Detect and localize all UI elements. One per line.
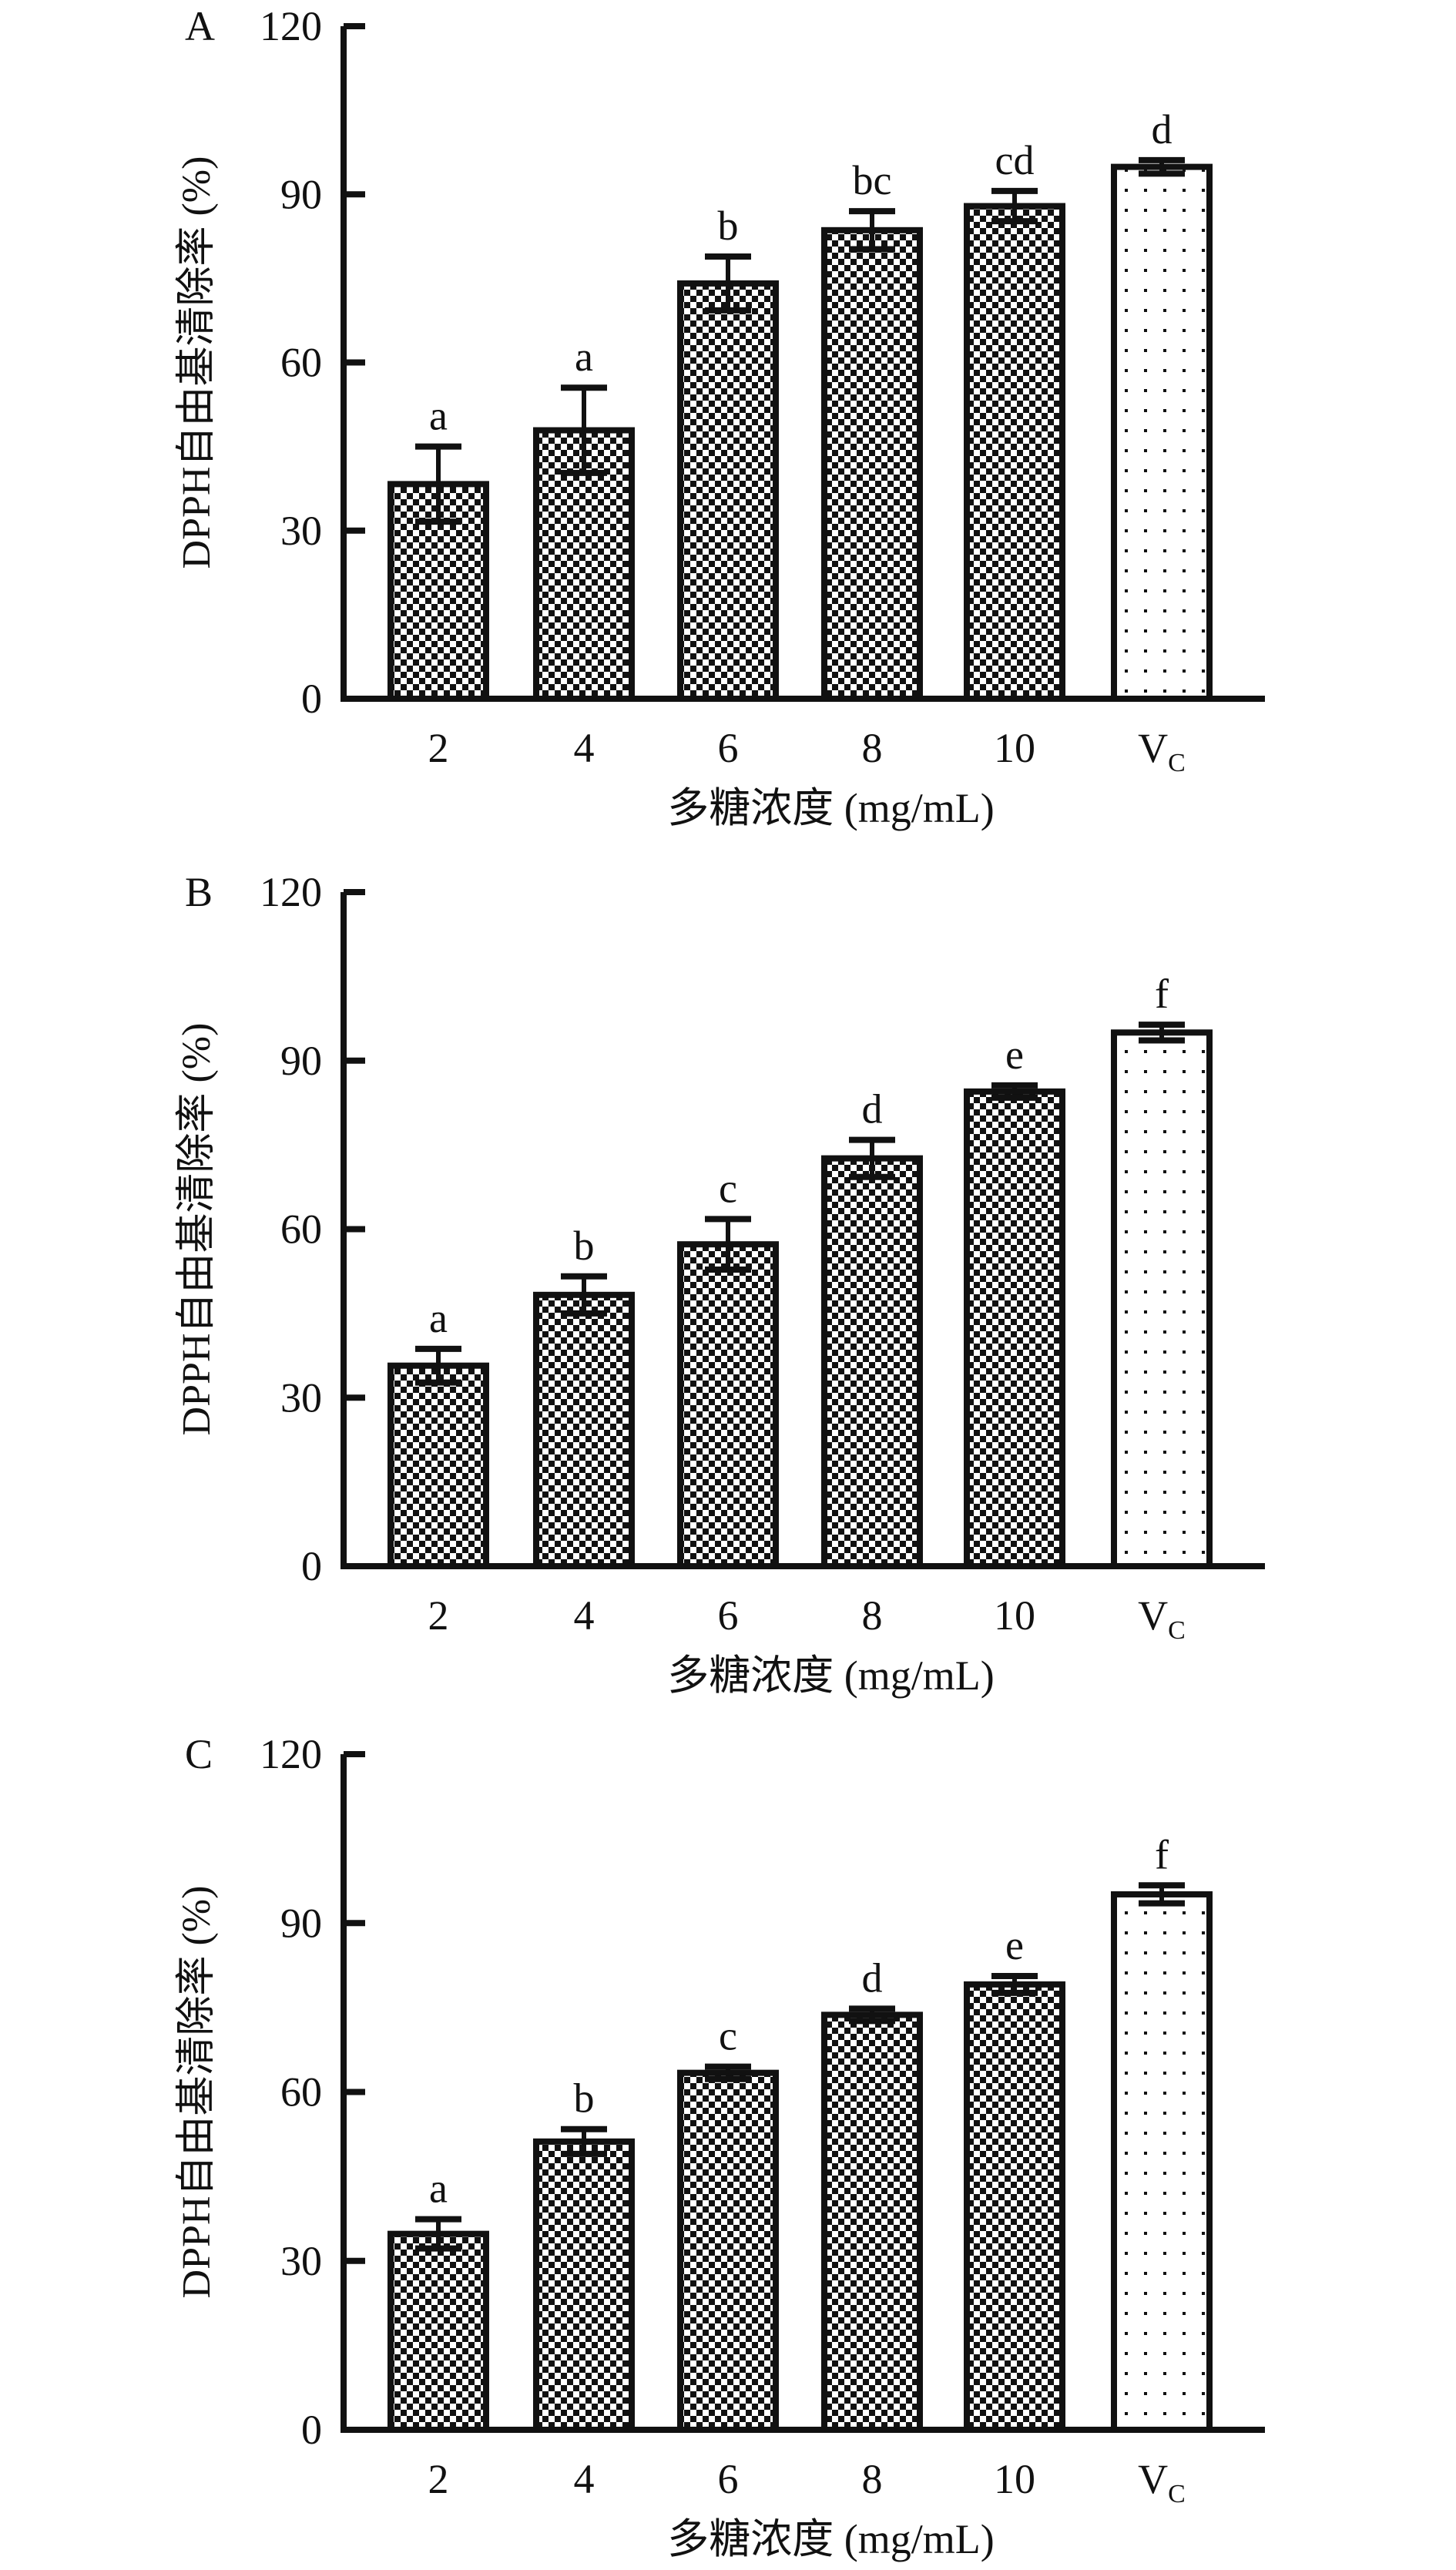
x-tick-label: 10	[994, 725, 1035, 771]
x-tick-label: 2	[428, 725, 449, 771]
x-tick-label: 10	[994, 1592, 1035, 1639]
y-tick-label: 90	[280, 1038, 322, 1084]
panel-label: C	[185, 1731, 213, 1777]
y-tick-label: 60	[280, 1206, 322, 1253]
significance-label: c	[719, 1165, 737, 1211]
panel-label: B	[185, 869, 213, 915]
bar-vc	[1111, 1891, 1213, 2434]
y-axis-label: DPPH自由基清除率 (%)	[175, 1886, 219, 2299]
y-axis-label: DPPH自由基清除率 (%)	[175, 1023, 219, 1436]
x-axis-label: 多糖浓度 (mg/mL)	[667, 785, 994, 831]
x-tick-label: 2	[428, 2456, 449, 2502]
y-tick-label: 0	[301, 1543, 322, 1589]
bar-vc	[1111, 1029, 1213, 1569]
bar-2	[387, 2230, 489, 2433]
significance-label: e	[1005, 1922, 1024, 1968]
bar-6	[677, 2069, 779, 2433]
panel-label: A	[185, 3, 215, 49]
significance-label: a	[429, 1295, 448, 1341]
significance-label: d	[862, 1086, 883, 1132]
y-tick-label: 120	[260, 1731, 322, 1777]
x-tick-label: VC	[1138, 2456, 1186, 2508]
bar-8	[821, 226, 923, 702]
y-tick-label: 30	[280, 2238, 322, 2284]
bar-8	[821, 2011, 923, 2433]
significance-label: b	[718, 203, 739, 249]
y-tick-label: 120	[260, 3, 322, 49]
bar-8	[821, 1155, 923, 1569]
bar-vc	[1111, 163, 1213, 703]
significance-label: bc	[853, 157, 892, 203]
significance-label: e	[1005, 1032, 1024, 1078]
x-tick-label: 2	[428, 1592, 449, 1639]
bar-6	[677, 280, 779, 702]
significance-label: a	[429, 2166, 448, 2212]
x-axis-label: 多糖浓度 (mg/mL)	[667, 1652, 994, 1699]
x-tick-label: 8	[862, 725, 883, 771]
x-tick-label: 10	[994, 2456, 1035, 2502]
bar-4	[533, 1291, 635, 1569]
significance-label: b	[574, 2075, 595, 2122]
y-tick-label: 90	[280, 171, 322, 217]
x-tick-label: VC	[1138, 725, 1186, 777]
significance-label: f	[1155, 971, 1169, 1017]
y-tick-label: 60	[280, 340, 322, 386]
bar-10	[964, 203, 1065, 702]
significance-label: b	[574, 1223, 595, 1269]
x-axis-label: 多糖浓度 (mg/mL)	[667, 2516, 994, 2562]
bar-2	[387, 1362, 489, 1569]
x-tick-label: 6	[718, 2456, 739, 2502]
x-tick-label: 6	[718, 725, 739, 771]
bar-10	[964, 1088, 1065, 1569]
bar-6	[677, 1241, 779, 1569]
x-tick-label: 4	[574, 725, 595, 771]
x-tick-label: 8	[862, 2456, 883, 2502]
y-tick-label: 90	[280, 1900, 322, 1946]
significance-label: a	[429, 393, 448, 439]
x-tick-label: VC	[1138, 1592, 1186, 1645]
significance-label: d	[1152, 106, 1173, 153]
y-tick-label: 30	[280, 1374, 322, 1421]
panel-b: B DPPH自由基清除率 (%) a 2 b 4 c 6 d 8 e 10 f VC 0 30 60 90 120 多…	[175, 869, 1265, 1699]
y-tick-label: 0	[301, 676, 322, 722]
significance-label: a	[575, 334, 593, 380]
y-tick-label: 120	[260, 869, 322, 915]
significance-label: cd	[995, 137, 1035, 183]
panel-c: C DPPH自由基清除率 (%) a 2 b 4 c 6 d 8 e 10 f VC 0 30 60 90 120 多…	[175, 1731, 1265, 2562]
x-tick-label: 4	[574, 1592, 595, 1639]
y-tick-label: 0	[301, 2407, 322, 2453]
y-tick-label: 60	[280, 2069, 322, 2115]
panel-a: A DPPH自由基清除率 (%) a 2 a 4 b 6 bc 8 cd 10 d VC 0 30 60 90 12…	[175, 3, 1265, 831]
bar-4	[533, 2138, 635, 2433]
x-tick-label: 6	[718, 1592, 739, 1639]
significance-label: d	[862, 1954, 883, 2001]
y-tick-label: 30	[280, 508, 322, 554]
bar-10	[964, 1981, 1065, 2434]
x-tick-label: 8	[862, 1592, 883, 1639]
y-axis-label: DPPH自由基清除率 (%)	[175, 156, 219, 569]
significance-label: f	[1155, 1831, 1169, 1877]
significance-label: c	[719, 2013, 737, 2059]
x-tick-label: 4	[574, 2456, 595, 2502]
